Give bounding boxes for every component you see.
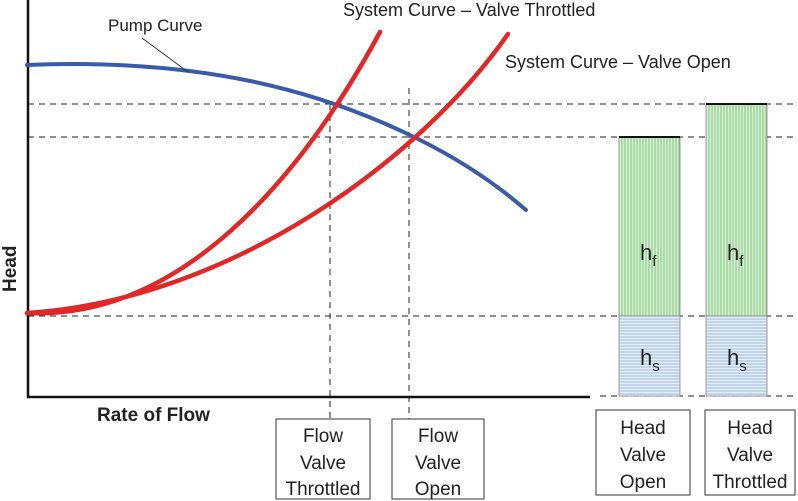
svg-text:Head: Head — [727, 418, 772, 439]
pump-curve-leader — [141, 37, 189, 73]
svg-text:Flow: Flow — [303, 426, 343, 447]
svg-text:Flow: Flow — [418, 426, 458, 447]
y-axis-title: Head — [0, 246, 21, 292]
hf-label-throttled: hf — [727, 240, 744, 270]
bar-head-valve-open: hf hs — [618, 136, 681, 397]
friction-head-segment-throttled — [705, 103, 768, 317]
svg-text:Open: Open — [620, 472, 666, 493]
svg-text:Valve: Valve — [620, 445, 666, 466]
svg-text:Head: Head — [620, 418, 665, 439]
system-curve-throttled-label: System Curve – Valve Throttled — [343, 0, 595, 20]
static-head-segment-throttled — [705, 315, 768, 397]
hs-label-throttled: hs — [727, 345, 747, 375]
hs-label-open: hs — [640, 345, 660, 375]
static-head-segment-open — [618, 315, 681, 397]
box-head-valve-open: Head Valve Open — [595, 409, 691, 496]
box-flow-valve-open: Flow Valve Open — [391, 418, 485, 500]
bar-head-valve-throttled: hf hs — [705, 103, 768, 397]
pump-curve-label: Pump Curve — [108, 16, 202, 35]
box-head-valve-throttled: Head Valve Throttled — [704, 409, 796, 496]
svg-text:Valve: Valve — [415, 453, 461, 474]
friction-head-segment-open — [618, 136, 681, 317]
system-curve-open-label: System Curve – Valve Open — [505, 52, 731, 72]
svg-text:Throttled: Throttled — [713, 472, 788, 493]
system-curve-open — [24, 31, 511, 316]
box-flow-valve-throttled: Flow Valve Throttled — [275, 418, 371, 500]
x-axis-title: Rate of Flow — [97, 405, 210, 426]
svg-text:Valve: Valve — [300, 453, 346, 474]
system-curve-throttled — [24, 29, 383, 316]
hf-label-open: hf — [640, 240, 657, 270]
svg-text:Valve: Valve — [727, 445, 773, 466]
svg-text:Throttled: Throttled — [286, 479, 361, 500]
pump-curve — [25, 62, 528, 212]
svg-text:Open: Open — [415, 479, 461, 500]
